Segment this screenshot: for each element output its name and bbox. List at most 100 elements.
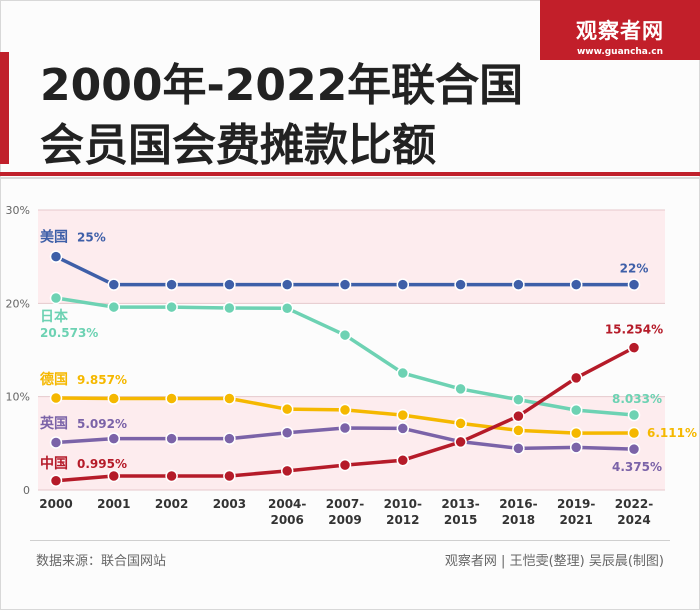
x-tick-label: 2000 <box>39 497 72 511</box>
data-point <box>107 300 121 314</box>
y-tick-label: 10% <box>6 391 30 404</box>
credit-note: 观察者网 | 王恺雯(整理) 吴辰晨(制图) <box>444 554 664 569</box>
data-point <box>569 371 583 385</box>
data-point <box>107 278 121 291</box>
data-point <box>223 301 236 315</box>
title-line-1: 2000年-2022年联合国 <box>40 60 524 111</box>
x-tick-label: 2022- <box>615 497 653 511</box>
data-point <box>107 392 121 405</box>
data-point <box>512 424 525 437</box>
data-point <box>454 382 467 396</box>
start-value-label: 5.092% <box>77 417 127 431</box>
x-tick-label: 2002 <box>155 497 188 511</box>
x-tick-label: 2016- <box>499 497 537 511</box>
y-tick-label: 30% <box>6 204 30 217</box>
x-tick-label: 2007- <box>326 497 364 511</box>
data-point <box>396 366 410 380</box>
start-value-label: 25% <box>77 231 106 245</box>
x-tick-label: 2001 <box>97 497 130 511</box>
series-name-label: 中国 <box>40 455 68 472</box>
data-point <box>627 278 641 291</box>
line-chart: 0 10% 20% 30% 2000 2001 2002 2003 2004- 2006 2007-… <box>6 204 697 527</box>
start-value-label: 20.573% <box>40 326 98 340</box>
x-tick-label: 2006 <box>270 513 303 527</box>
start-value-label: 0.995% <box>77 457 127 471</box>
data-point <box>223 392 236 405</box>
x-tick-label: 2010- <box>384 497 422 511</box>
title-line-2: 会员国会费摊款比额 <box>40 120 436 171</box>
data-point <box>338 458 352 472</box>
x-tick-label: 2003 <box>213 497 246 511</box>
data-point <box>454 278 467 291</box>
title-divider-grey <box>0 177 700 179</box>
data-point <box>338 403 352 417</box>
data-point <box>338 278 352 291</box>
y-tick-label: 0 <box>23 484 30 497</box>
band-20-30 <box>38 210 665 304</box>
x-tick-label: 2015 <box>444 513 477 527</box>
series-name-label: 德国 <box>40 371 68 388</box>
data-point <box>512 409 525 423</box>
end-value-label: 15.254% <box>605 323 663 337</box>
data-point <box>165 278 178 291</box>
brand-logo: 观察者网 www.guancha.cn <box>540 0 700 60</box>
data-point <box>49 291 63 305</box>
data-point <box>338 421 352 435</box>
x-tick-label: 2013- <box>441 497 479 511</box>
data-point <box>569 441 583 454</box>
data-point <box>280 426 294 440</box>
data-point <box>512 393 525 406</box>
data-point <box>280 302 294 315</box>
data-point <box>512 278 525 291</box>
title-divider-red <box>0 172 700 176</box>
data-point <box>569 426 583 440</box>
series-name-label: 英国 <box>39 415 68 432</box>
data-point <box>49 250 63 263</box>
data-point <box>165 300 178 314</box>
data-point <box>338 328 352 342</box>
data-point <box>49 474 63 487</box>
y-tick-label: 20% <box>6 297 30 310</box>
data-point <box>396 278 410 291</box>
end-value-label: 4.375% <box>612 460 662 474</box>
start-value-label: 9.857% <box>77 373 127 387</box>
data-point <box>627 341 641 354</box>
series-name-label: 美国 <box>40 229 68 246</box>
x-tick-label: 2018 <box>502 513 535 527</box>
data-point <box>107 469 121 483</box>
data-point <box>223 278 236 291</box>
data-point <box>627 442 641 456</box>
data-point <box>454 417 467 430</box>
accent-bar <box>0 52 9 164</box>
logo-text: 观察者网 <box>576 19 664 43</box>
data-point <box>569 403 583 417</box>
data-point <box>280 402 294 416</box>
data-point <box>627 426 641 440</box>
data-point <box>165 432 178 445</box>
x-tick-label: 2009 <box>328 513 361 527</box>
data-point <box>396 422 410 435</box>
x-tick-label: 2021 <box>559 513 592 527</box>
page-title: 2000年-2022年联合国 会员国会费摊款比额 <box>40 56 523 176</box>
footer-divider <box>30 540 670 541</box>
data-point <box>280 464 294 478</box>
data-point <box>280 278 294 291</box>
data-point <box>512 442 525 455</box>
x-tick-label: 2012 <box>386 513 419 527</box>
logo-url: www.guancha.cn <box>576 47 664 57</box>
data-point <box>454 435 467 449</box>
data-point <box>627 408 641 422</box>
series-name-label: 日本 <box>40 308 69 325</box>
data-point <box>165 469 178 483</box>
end-value-label: 22% <box>620 262 649 276</box>
data-point <box>49 391 63 405</box>
data-point <box>396 408 410 422</box>
data-point <box>396 453 410 467</box>
data-point <box>223 432 236 445</box>
x-tick-label: 2024 <box>617 513 650 527</box>
end-value-label: 8.033% <box>612 392 662 406</box>
data-point <box>223 469 236 483</box>
data-point <box>569 278 583 291</box>
end-value-label: 6.111% <box>647 426 697 440</box>
data-point <box>165 392 178 405</box>
